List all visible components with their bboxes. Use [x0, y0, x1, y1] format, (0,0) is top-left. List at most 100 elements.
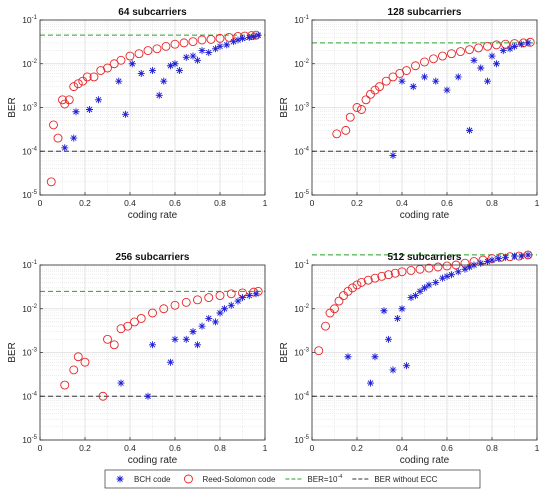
y-tick-label: 10-1: [22, 260, 37, 270]
rs-point: [420, 57, 429, 67]
bch-point: [389, 366, 397, 374]
y-tick-label: 10-4: [22, 391, 37, 401]
rs-point: [314, 346, 324, 356]
bch-point: [425, 281, 433, 289]
bch-point: [234, 297, 242, 305]
bch-point: [176, 67, 183, 75]
bch-point: [443, 272, 451, 280]
bch-point: [115, 77, 123, 85]
bch-point: [234, 36, 242, 44]
bch-point: [149, 341, 156, 349]
bch-point: [398, 77, 406, 85]
rs-point: [206, 34, 216, 44]
rs-point: [224, 32, 234, 42]
rs-point: [215, 291, 225, 301]
y-tick-label: 10-2: [294, 304, 309, 314]
rs-point: [89, 72, 99, 82]
bch-point: [389, 151, 397, 159]
bch-point: [409, 83, 417, 91]
y-tick-label: 10-2: [22, 59, 37, 69]
y-ticks: 10-1 10-2 10-3 10-4 10-5: [22, 260, 43, 445]
grid: [312, 20, 537, 196]
bch-point: [432, 278, 440, 286]
bch-point: [499, 47, 507, 55]
bch-point: [517, 40, 525, 48]
rs-point: [343, 286, 353, 296]
bch-point: [461, 265, 469, 273]
bch-point: [221, 305, 228, 313]
x-tick-label: 0.6: [169, 443, 181, 453]
x-tick-label: 0.4: [124, 198, 136, 208]
bch-point: [403, 362, 410, 370]
bch-point: [61, 144, 69, 152]
legend-circle-marker: [184, 474, 193, 484]
bch-point: [470, 56, 478, 64]
rs-point: [341, 125, 351, 135]
rs-point: [370, 85, 380, 95]
rs-point: [438, 51, 447, 61]
panel-title: 512 subcarriers: [388, 252, 462, 263]
bch-point: [477, 259, 485, 267]
rs-point: [161, 41, 171, 51]
legend-entry-1: BCH code: [116, 475, 171, 484]
rs-point: [381, 76, 391, 86]
rs-point: [357, 105, 366, 114]
bch-point: [95, 96, 102, 104]
bch-point: [448, 271, 455, 279]
y-tick-label: 10-3: [294, 103, 309, 113]
y-tick-label: 10-1: [22, 15, 37, 25]
rs-point: [123, 321, 133, 331]
series-reed-solomon: [60, 286, 263, 401]
bch-point: [182, 335, 190, 343]
x-ticks: 0 0.2 0.4 0.6 0.8 1: [38, 192, 268, 208]
y-tick-label: 10-3: [22, 348, 37, 358]
panel-4: 0 0.2 0.4 0.6 0.8 1 10-1 10-2 10-3 10-4 10-5 512 su…: [279, 250, 540, 466]
bch-point: [194, 341, 201, 349]
rs-point: [348, 283, 357, 293]
x-tick-label: 1: [535, 198, 540, 208]
bch-point: [194, 56, 201, 64]
panel-2: 0 0.2 0.4 0.6 0.8 1 10-1 10-2 10-3 10-4 10-5 128 su…: [279, 7, 540, 221]
bch-point: [212, 318, 219, 326]
x-ticks: 0 0.2 0.4 0.6 0.8 1: [310, 437, 540, 453]
bch-point: [502, 253, 509, 261]
rs-point: [46, 177, 56, 187]
y-tick-label: 10-3: [294, 348, 309, 358]
y-tick-label: 10-5: [294, 190, 309, 200]
y-axis-label: BER: [279, 342, 290, 363]
rs-point: [523, 250, 533, 260]
bch-point: [443, 86, 451, 94]
y-tick-label: 10-5: [22, 435, 37, 445]
x-tick-label: 0: [38, 198, 43, 208]
rs-point: [384, 270, 393, 280]
rs-point: [73, 352, 83, 362]
rs-point: [253, 286, 263, 296]
rs-point: [82, 72, 92, 82]
legend-entry-2: Reed-Solomon code: [184, 474, 276, 484]
rs-point: [345, 112, 355, 122]
bch-point: [167, 62, 174, 70]
rs-point: [363, 275, 373, 285]
bch-point: [117, 379, 125, 387]
y-axis-label: BER: [7, 342, 18, 363]
rs-point: [478, 255, 488, 265]
bch-point: [167, 358, 174, 366]
bch-point: [72, 108, 80, 116]
rs-point: [397, 267, 407, 277]
x-tick-label: 0: [38, 443, 43, 453]
bch-point: [371, 353, 379, 361]
panel-title: 256 subcarriers: [116, 252, 190, 263]
x-tick-label: 0.6: [169, 198, 181, 208]
rs-point: [96, 66, 106, 75]
rs-point: [370, 273, 380, 283]
y-tick-label: 10-1: [294, 15, 309, 25]
bch-point: [223, 41, 231, 49]
rs-point: [170, 300, 180, 310]
bch-point: [439, 274, 446, 282]
series-bch: [61, 31, 262, 152]
bch-point: [137, 69, 145, 77]
bch-point: [230, 38, 237, 46]
bch-point: [239, 294, 246, 302]
rs-point: [456, 47, 465, 57]
x-tick-label: 0.4: [396, 443, 408, 453]
